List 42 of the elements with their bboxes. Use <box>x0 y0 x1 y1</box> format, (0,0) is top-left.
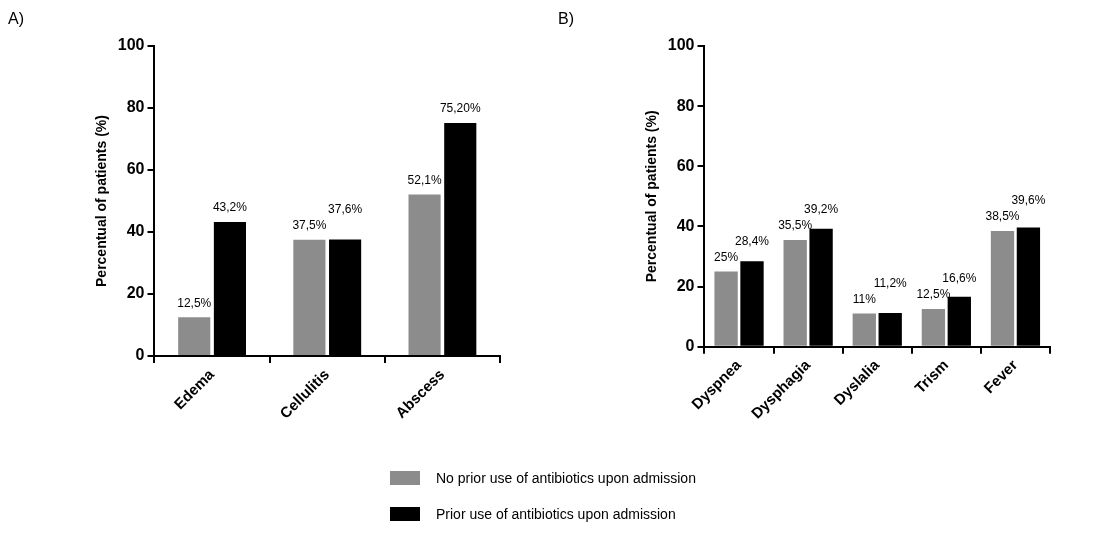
y-tick-label: 20 <box>126 284 145 302</box>
data-label: 12,5% <box>177 295 212 310</box>
legend-label: Prior use of antibiotics upon admission <box>436 506 676 522</box>
bar <box>408 194 441 356</box>
data-label: 12,5% <box>916 287 951 302</box>
data-label: 16,6% <box>942 271 977 286</box>
y-tick-label: 20 <box>676 276 695 294</box>
y-tick-label: 0 <box>135 346 145 364</box>
data-label: 52,1% <box>407 172 442 187</box>
bar <box>714 271 738 346</box>
y-tick-label: 80 <box>126 98 145 116</box>
data-label: 37,6% <box>328 202 363 217</box>
data-label: 11% <box>852 291 877 306</box>
y-tick-label: 40 <box>126 222 145 240</box>
bar <box>293 239 326 356</box>
legend-label: No prior use of antibiotics upon admission <box>436 470 696 486</box>
y-tick-label: 60 <box>126 160 145 178</box>
y-axis-title: Percentual of patients (%) <box>643 110 660 283</box>
y-tick-label: 80 <box>676 96 695 114</box>
y-tick-label: 100 <box>667 36 695 54</box>
y-tick-label: 100 <box>117 36 145 54</box>
data-label: 25% <box>714 249 739 264</box>
data-label: 11,2% <box>873 275 908 290</box>
data-label: 28,4% <box>734 233 770 248</box>
y-axis-title: Percentual of patients (%) <box>93 115 110 287</box>
data-label: 39,6% <box>1011 193 1046 208</box>
text: A) <box>8 10 24 28</box>
bar <box>783 239 807 346</box>
data-label: 35,5% <box>778 218 813 233</box>
y-tick-label: 60 <box>676 156 695 174</box>
bar <box>921 309 946 346</box>
bar <box>990 230 1015 346</box>
y-tick-label: 0 <box>685 337 695 355</box>
bar <box>178 317 211 356</box>
data-label: 38,5% <box>985 209 1020 224</box>
data-label: 37,5% <box>292 218 327 233</box>
data-label: 75,20% <box>439 101 481 116</box>
bar <box>852 313 876 346</box>
y-tick-label: 40 <box>676 216 695 234</box>
data-label: 43,2% <box>212 200 248 215</box>
data-label: 39,2% <box>804 202 839 217</box>
text: B) <box>558 10 574 28</box>
